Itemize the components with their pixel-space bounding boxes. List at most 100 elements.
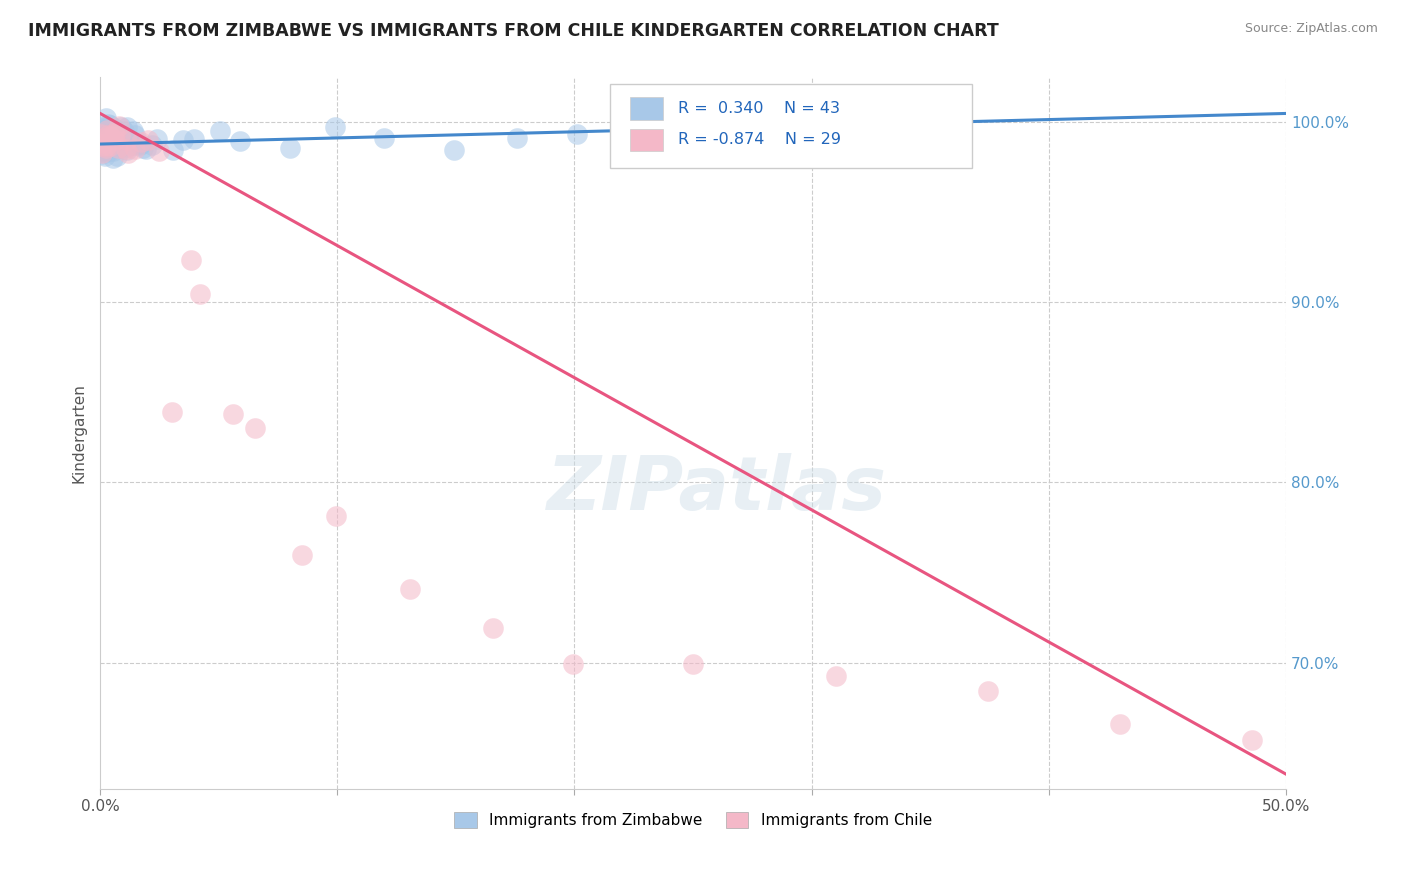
Point bbox=[105, 149, 128, 163]
Point bbox=[1108, 717, 1130, 731]
Point bbox=[103, 121, 125, 136]
Point bbox=[96, 123, 118, 137]
Point bbox=[131, 135, 153, 149]
Bar bbox=[630, 97, 664, 120]
Point bbox=[148, 144, 170, 158]
Point bbox=[91, 122, 114, 136]
Point bbox=[481, 621, 503, 635]
Point bbox=[562, 657, 585, 671]
Point bbox=[91, 147, 114, 161]
FancyBboxPatch shape bbox=[610, 84, 972, 168]
Point bbox=[565, 127, 588, 141]
Point bbox=[94, 149, 117, 163]
Text: Source: ZipAtlas.com: Source: ZipAtlas.com bbox=[1244, 22, 1378, 36]
Point bbox=[94, 141, 117, 155]
Point bbox=[94, 120, 117, 135]
Point bbox=[122, 124, 145, 138]
Point bbox=[93, 136, 115, 150]
Point bbox=[682, 657, 704, 672]
Point bbox=[115, 120, 138, 135]
Point bbox=[208, 124, 231, 138]
Point bbox=[129, 136, 152, 151]
Point bbox=[108, 120, 131, 134]
Point bbox=[98, 139, 121, 153]
Point bbox=[97, 128, 120, 143]
Point bbox=[97, 117, 120, 131]
Point bbox=[90, 127, 112, 141]
Point bbox=[117, 145, 139, 160]
Point bbox=[229, 134, 252, 148]
Point bbox=[93, 137, 115, 152]
Point bbox=[93, 130, 115, 145]
Point bbox=[129, 137, 152, 152]
Point bbox=[115, 143, 138, 157]
Point bbox=[373, 130, 395, 145]
Point bbox=[135, 142, 157, 156]
Point bbox=[180, 252, 202, 267]
Point bbox=[108, 128, 131, 143]
Point bbox=[172, 133, 194, 147]
Point bbox=[91, 145, 114, 160]
Point bbox=[94, 124, 117, 138]
Point bbox=[96, 138, 118, 153]
Point bbox=[90, 145, 112, 160]
Point bbox=[101, 128, 124, 143]
Text: IMMIGRANTS FROM ZIMBABWE VS IMMIGRANTS FROM CHILE KINDERGARTEN CORRELATION CHART: IMMIGRANTS FROM ZIMBABWE VS IMMIGRANTS F… bbox=[28, 22, 998, 40]
Point bbox=[824, 668, 846, 682]
Point bbox=[96, 111, 118, 125]
Point bbox=[1241, 732, 1264, 747]
Point bbox=[103, 151, 125, 165]
Point bbox=[124, 142, 146, 156]
Point bbox=[89, 144, 111, 158]
Point bbox=[117, 133, 139, 147]
Point bbox=[132, 141, 155, 155]
Point bbox=[114, 143, 136, 157]
Point bbox=[104, 133, 127, 147]
Text: ZIPatlas: ZIPatlas bbox=[547, 453, 887, 526]
Point bbox=[105, 125, 128, 139]
Point bbox=[90, 128, 112, 142]
Point bbox=[188, 286, 211, 301]
Point bbox=[280, 141, 302, 155]
Point bbox=[103, 126, 125, 140]
Point bbox=[112, 124, 135, 138]
Point bbox=[162, 405, 184, 419]
Point bbox=[107, 138, 129, 153]
Point bbox=[90, 136, 112, 150]
Point bbox=[89, 136, 111, 151]
Point bbox=[103, 136, 125, 150]
Point bbox=[97, 128, 120, 143]
Y-axis label: Kindergarten: Kindergarten bbox=[72, 383, 86, 483]
Point bbox=[824, 134, 846, 148]
Point bbox=[920, 132, 942, 146]
Point bbox=[107, 140, 129, 154]
Bar bbox=[630, 128, 664, 152]
Point bbox=[291, 549, 314, 563]
Point bbox=[243, 421, 266, 435]
Point bbox=[98, 118, 121, 132]
Point bbox=[976, 684, 998, 698]
Point bbox=[93, 143, 115, 157]
Point bbox=[222, 407, 245, 421]
Point bbox=[323, 120, 346, 134]
Point bbox=[90, 132, 112, 146]
Point bbox=[98, 145, 121, 159]
Point bbox=[90, 139, 112, 153]
Point bbox=[136, 133, 159, 147]
Point bbox=[634, 132, 657, 146]
Point bbox=[104, 129, 127, 144]
Point bbox=[325, 508, 347, 523]
Point bbox=[141, 137, 163, 152]
Point bbox=[90, 137, 112, 152]
Text: R =  0.340    N = 43: R = 0.340 N = 43 bbox=[678, 101, 839, 116]
Point bbox=[124, 128, 146, 142]
Point bbox=[145, 131, 167, 145]
Point bbox=[108, 141, 131, 155]
Point bbox=[115, 140, 138, 154]
Point bbox=[399, 582, 422, 596]
Point bbox=[122, 138, 145, 153]
Point bbox=[93, 130, 115, 145]
Point bbox=[94, 132, 117, 146]
Point bbox=[162, 144, 184, 158]
Point bbox=[98, 129, 121, 144]
